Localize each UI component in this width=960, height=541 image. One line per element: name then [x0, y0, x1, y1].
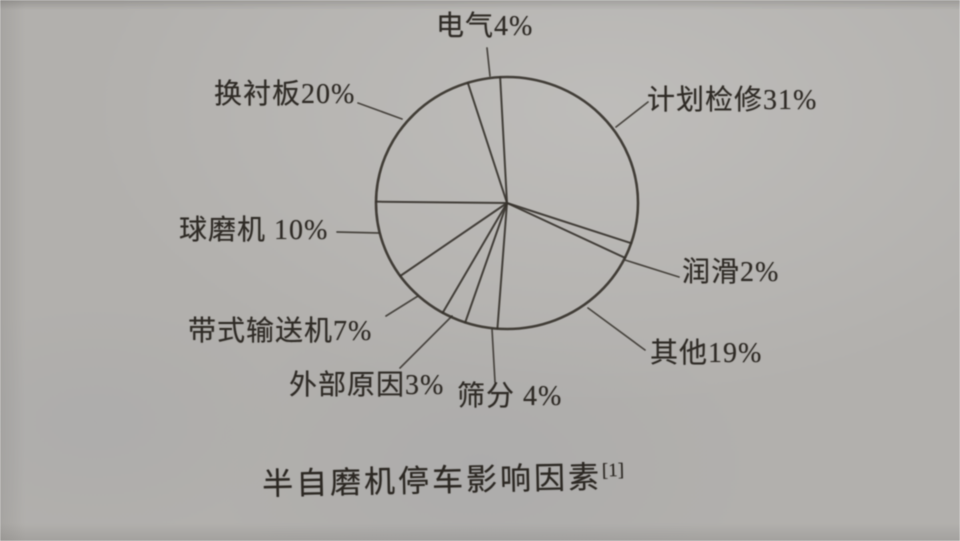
- slice-boundary-line: [466, 81, 508, 204]
- leader-line: [587, 307, 646, 351]
- leader-line: [491, 328, 496, 383]
- leader-line: [615, 101, 649, 128]
- leader-line: [385, 295, 419, 317]
- leader-line: [486, 47, 491, 77]
- slice-label-liner-replacement: 换衬板20%: [214, 79, 356, 110]
- pie-outline: [374, 75, 640, 331]
- slice-label-others: 其他19%: [650, 338, 763, 369]
- slice-label-screening: 筛分 4%: [457, 381, 563, 412]
- slice-label-lubrication: 润滑2%: [682, 257, 780, 288]
- leader-line: [399, 315, 453, 369]
- slice-label-belt-conveyor: 带式输送机7%: [188, 316, 373, 347]
- leader-line: [624, 259, 680, 278]
- slice-label-electrical: 电气4%: [436, 11, 534, 42]
- slice-boundary-line: [441, 202, 508, 314]
- slice-boundary-line: [375, 200, 508, 204]
- slice-label-ball-mill: 球磨机 10%: [179, 215, 329, 246]
- slice-boundary-line: [506, 202, 633, 245]
- slice-boundary-line: [464, 202, 508, 324]
- slice-boundary-line: [496, 202, 508, 330]
- slice-boundary-line: [506, 202, 626, 259]
- leader-line: [357, 102, 403, 120]
- chart-caption-text: 半自磨机停车影响因素: [261, 459, 603, 502]
- chart-caption: 半自磨机停车影响因素[1]: [262, 451, 625, 504]
- slice-label-planned-maintenance: 计划检修31%: [647, 85, 818, 116]
- leader-line: [336, 231, 380, 234]
- chart-caption-reference: [1]: [601, 459, 625, 482]
- slice-label-external-cause: 外部原因3%: [289, 370, 445, 401]
- slice-boundary-line: [499, 76, 508, 204]
- slice-boundary-line: [399, 202, 508, 277]
